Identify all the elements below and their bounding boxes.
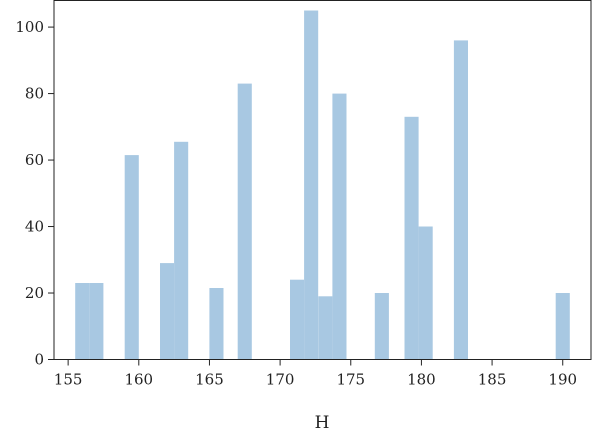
x-axis-ticks: 155 160 165 170 175 180 185 190 xyxy=(54,359,577,389)
y-tick-label: 80 xyxy=(25,85,44,103)
histogram-bar-14 xyxy=(453,40,468,360)
histogram-bar-1 xyxy=(89,283,104,360)
x-tick-label: 160 xyxy=(124,371,153,389)
x-tick-label: 185 xyxy=(478,371,507,389)
histogram-bar-15 xyxy=(555,293,570,360)
histogram-bar-13 xyxy=(418,226,433,360)
histogram-bar-2 xyxy=(124,155,139,360)
histogram-bar-5 xyxy=(209,288,224,360)
bars-group xyxy=(75,10,570,360)
histogram-bar-12 xyxy=(404,116,419,360)
histogram-bar-0 xyxy=(75,283,90,360)
x-tick-label: 170 xyxy=(266,371,295,389)
histogram-bar-3 xyxy=(160,263,175,360)
x-tick-label: 190 xyxy=(548,371,577,389)
y-tick-label: 100 xyxy=(15,18,44,36)
histogram-bar-8 xyxy=(304,10,319,360)
y-tick-label: 20 xyxy=(25,284,44,302)
histogram-bar-7 xyxy=(290,279,305,360)
plot-frame xyxy=(53,0,592,360)
y-tick-label: 0 xyxy=(34,351,44,369)
y-axis-ticks: 0 20 40 60 80 100 xyxy=(15,18,54,369)
x-tick-label: 165 xyxy=(195,371,224,389)
histogram-bar-6 xyxy=(237,83,252,360)
x-tick-label: 155 xyxy=(54,371,83,389)
x-tick-label: 180 xyxy=(407,371,436,389)
histogram-bar-10 xyxy=(332,93,347,360)
y-tick-label: 40 xyxy=(25,218,44,236)
x-axis-label: H xyxy=(315,413,330,433)
histogram-bar-9 xyxy=(318,296,333,360)
histogram-bar-11 xyxy=(374,293,389,360)
histogram-bar-4 xyxy=(174,141,189,360)
x-tick-label: 175 xyxy=(336,371,365,389)
y-tick-label: 60 xyxy=(25,151,44,169)
